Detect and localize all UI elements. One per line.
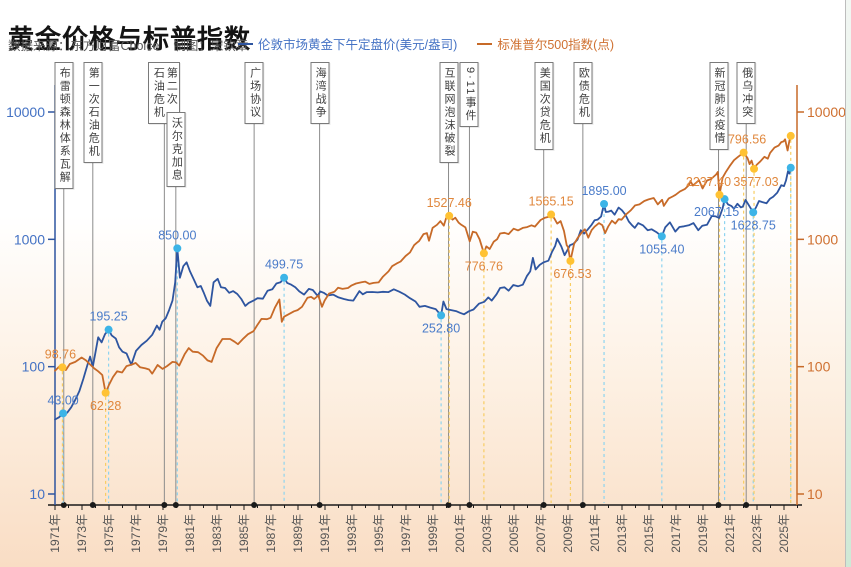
x-tick-label: 2005年 <box>507 514 521 553</box>
legend-line-swatch <box>477 42 493 45</box>
data-point-label: 1895.00 <box>581 184 626 198</box>
x-tick-label: 2009年 <box>561 514 575 553</box>
x-tick-label: 1989年 <box>291 514 305 553</box>
x-tick-label: 1991年 <box>318 514 332 553</box>
data-point-marker <box>750 164 759 173</box>
data-point-marker <box>280 273 289 282</box>
page-title: 黄金价格与标普指数 <box>8 24 252 55</box>
data-point-label: 499.75 <box>265 258 303 272</box>
x-tick-label: 2021年 <box>723 514 737 553</box>
data-point-marker <box>101 388 110 397</box>
data-point-marker <box>786 131 795 140</box>
x-tick-label: 2015年 <box>642 514 656 553</box>
data-point-marker <box>104 325 113 334</box>
data-point-label: 1565.15 <box>529 195 574 209</box>
data-point-label: 2067.15 <box>694 205 739 219</box>
data-point-label: 62.28 <box>90 399 121 413</box>
x-tick-label: 2007年 <box>534 514 548 553</box>
x-tick-label: 2001年 <box>453 514 467 553</box>
left-y-tick-label: 10000 <box>6 104 45 120</box>
left-y-tick-label: 1000 <box>14 231 45 247</box>
chart-subtitle: 数据来源：东方财富Choice 制图：宋钦章 <box>8 35 262 54</box>
data-point-label: 776.76 <box>465 259 503 273</box>
x-tick-label: 2003年 <box>480 514 494 553</box>
data-point-marker <box>479 249 488 258</box>
x-tick-label: 1977年 <box>129 514 143 553</box>
data-point-label: 2237.40 <box>686 175 731 189</box>
x-tick-label: 1987年 <box>264 514 278 553</box>
data-source-label: 数据来源：东方财富Choice <box>8 39 160 53</box>
data-point-label: 98.76 <box>45 347 76 361</box>
legend-item-0[interactable]: 伦敦市场黄金下午定盘价(美元/盎司) <box>238 34 457 53</box>
data-point-label: 4796.56 <box>721 133 766 147</box>
x-tick-label: 2017年 <box>669 514 683 553</box>
right-y-tick-label: 10000 <box>807 104 846 120</box>
data-point-label: 676.53 <box>553 267 591 281</box>
data-point-label: 850.00 <box>158 228 196 242</box>
x-tick-label: 1993年 <box>345 514 359 553</box>
x-tick-label: 1975年 <box>102 514 116 553</box>
right-y-tick-label: 1000 <box>807 231 838 247</box>
data-point-marker <box>437 311 446 320</box>
legend-line-swatch <box>238 42 253 45</box>
x-tick-label: 1981年 <box>183 514 197 553</box>
sp500-index-line <box>54 134 792 394</box>
x-tick-label: 1999年 <box>426 514 440 553</box>
gold-price-line <box>54 166 792 421</box>
data-point-label: 43.00 <box>47 393 78 407</box>
data-point-marker <box>59 409 68 418</box>
data-point-label: 3577.03 <box>733 175 778 189</box>
data-point-marker <box>657 232 666 241</box>
chart-legend: 伦敦市场黄金下午定盘价(美元/盎司) 标准普尔500指数(点) <box>238 34 614 53</box>
x-tick-label: 1973年 <box>75 514 89 553</box>
data-point-marker <box>547 210 556 219</box>
right-edge-strip <box>845 0 851 567</box>
x-tick-label: 2013年 <box>615 514 629 553</box>
credit-label: 制图：宋钦章 <box>173 39 249 53</box>
x-tick-label: 2019年 <box>696 514 710 553</box>
left-y-tick-label: 100 <box>22 359 46 375</box>
data-point-marker <box>786 163 795 172</box>
data-point-marker <box>445 211 454 220</box>
data-point-marker <box>715 190 724 199</box>
data-point-label: 1055.40 <box>639 242 684 256</box>
legend-label: 伦敦市场黄金下午定盘价(美元/盎司) <box>258 38 458 52</box>
data-point-label: 1628.75 <box>731 218 776 232</box>
x-tick-label: 1971年 <box>48 514 62 553</box>
x-tick-label: 2011年 <box>588 514 602 552</box>
right-y-tick-label: 100 <box>807 359 831 375</box>
right-y-tick-label: 10 <box>807 486 823 502</box>
x-tick-label: 1985年 <box>237 514 251 553</box>
x-tick-label: 1979年 <box>156 514 170 553</box>
data-point-label: 1527.46 <box>427 196 472 210</box>
x-tick-label: 1995年 <box>372 514 386 553</box>
data-point-marker <box>566 256 575 265</box>
data-point-marker <box>749 208 758 217</box>
left-y-tick-label: 10 <box>29 486 45 502</box>
x-tick-label: 1983年 <box>210 514 224 553</box>
legend-label: 标准普尔500指数(点) <box>497 38 614 52</box>
data-point-label: 252.80 <box>422 321 460 335</box>
x-tick-label: 2023年 <box>750 514 764 553</box>
legend-item-1[interactable]: 标准普尔500指数(点) <box>477 34 614 53</box>
x-tick-label: 2025年 <box>777 514 791 553</box>
data-point-marker <box>600 199 609 208</box>
data-point-label: 195.25 <box>89 310 127 324</box>
data-point-marker <box>58 363 67 372</box>
data-point-marker <box>739 148 748 157</box>
x-tick-label: 1997年 <box>399 514 413 553</box>
data-point-marker <box>173 244 182 253</box>
